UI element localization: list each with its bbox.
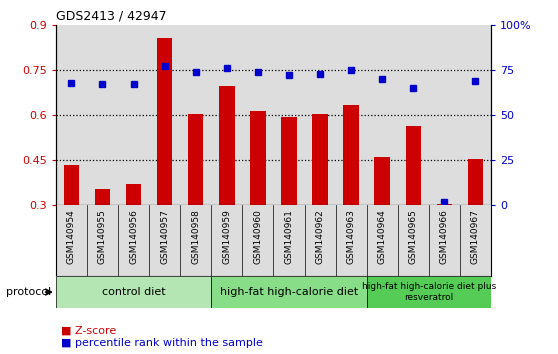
Bar <box>250 110 266 205</box>
Text: GSM140966: GSM140966 <box>440 209 449 264</box>
Bar <box>406 126 421 205</box>
Text: GSM140967: GSM140967 <box>471 209 480 264</box>
Text: GSM140965: GSM140965 <box>409 209 418 264</box>
Text: GSM140960: GSM140960 <box>253 209 262 264</box>
Bar <box>343 104 359 205</box>
Text: ■ percentile rank within the sample: ■ percentile rank within the sample <box>61 338 263 348</box>
Text: GSM140957: GSM140957 <box>160 209 169 264</box>
Text: GSM140954: GSM140954 <box>67 209 76 264</box>
Text: GSM140958: GSM140958 <box>191 209 200 264</box>
Bar <box>374 157 390 205</box>
Bar <box>64 165 79 205</box>
Text: GSM140964: GSM140964 <box>378 209 387 264</box>
Text: control diet: control diet <box>102 287 165 297</box>
Text: high-fat high-calorie diet plus
resveratrol: high-fat high-calorie diet plus resverat… <box>362 282 496 302</box>
Text: GSM140961: GSM140961 <box>285 209 294 264</box>
Bar <box>211 276 367 308</box>
Bar <box>126 184 141 205</box>
Bar <box>367 276 491 308</box>
Bar <box>157 38 172 205</box>
Bar <box>56 276 211 308</box>
Text: GSM140956: GSM140956 <box>129 209 138 264</box>
Text: protocol: protocol <box>6 287 51 297</box>
Bar <box>468 159 483 205</box>
Bar <box>95 189 110 205</box>
Bar <box>219 86 234 205</box>
Bar <box>188 114 204 205</box>
Text: GSM140962: GSM140962 <box>316 209 325 264</box>
Text: GSM140963: GSM140963 <box>347 209 355 264</box>
Bar <box>312 114 328 205</box>
Text: GSM140959: GSM140959 <box>222 209 231 264</box>
Bar <box>281 116 297 205</box>
Text: high-fat high-calorie diet: high-fat high-calorie diet <box>220 287 358 297</box>
Text: GDS2413 / 42947: GDS2413 / 42947 <box>56 9 166 22</box>
Text: ■ Z-score: ■ Z-score <box>61 326 117 336</box>
Text: GSM140955: GSM140955 <box>98 209 107 264</box>
Bar <box>436 204 452 205</box>
